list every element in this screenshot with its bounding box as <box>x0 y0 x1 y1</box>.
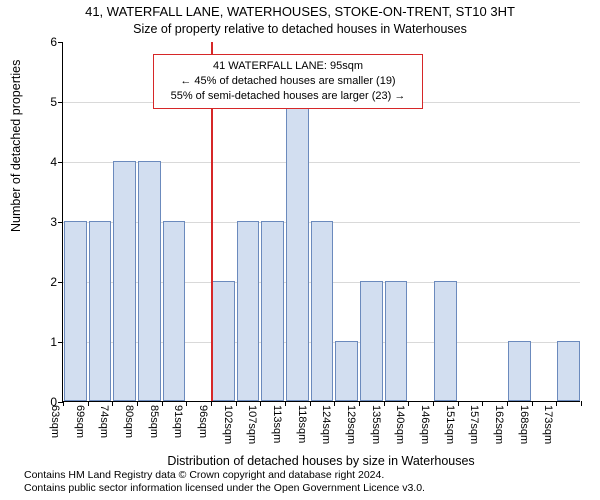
xtick-mark <box>581 401 582 406</box>
xtick-mark <box>408 401 409 406</box>
xtick-mark <box>433 401 434 406</box>
ytick-label: 2 <box>50 275 63 289</box>
xtick-label: 113sqm <box>271 405 283 443</box>
ytick-label: 4 <box>50 155 63 169</box>
xtick-mark <box>359 401 360 406</box>
xtick-mark <box>260 401 261 406</box>
bar <box>237 221 260 401</box>
info-line: 41 WATERFALL LANE: 95sqm <box>162 59 414 74</box>
bar <box>434 281 457 401</box>
xtick-label: 157sqm <box>468 405 480 444</box>
xtick-label: 146sqm <box>419 405 431 444</box>
xtick-label: 102sqm <box>222 405 234 444</box>
xtick-label: 168sqm <box>518 405 530 444</box>
footer-text: Contains HM Land Registry data © Crown c… <box>24 469 588 496</box>
info-box: 41 WATERFALL LANE: 95sqm← 45% of detache… <box>153 54 423 109</box>
xtick-label: 69sqm <box>74 405 86 438</box>
plot-area: 012345663sqm69sqm74sqm80sqm85sqm91sqm96s… <box>62 42 580 402</box>
xtick-mark <box>162 401 163 406</box>
bar <box>557 341 580 401</box>
xtick-mark <box>310 401 311 406</box>
xtick-mark <box>137 401 138 406</box>
bar <box>64 221 87 401</box>
bar <box>163 221 186 401</box>
xtick-mark <box>384 401 385 406</box>
xtick-label: 80sqm <box>123 405 135 438</box>
ytick-label: 3 <box>50 215 63 229</box>
bar <box>89 221 112 401</box>
xtick-mark <box>285 401 286 406</box>
chart-area: 012345663sqm69sqm74sqm80sqm85sqm91sqm96s… <box>62 42 580 402</box>
xtick-label: 162sqm <box>493 405 505 444</box>
xtick-label: 63sqm <box>49 405 61 438</box>
xtick-label: 135sqm <box>370 405 382 444</box>
bar <box>335 341 358 401</box>
xtick-mark <box>112 401 113 406</box>
ytick-label: 6 <box>50 35 63 49</box>
xtick-label: 140sqm <box>394 405 406 444</box>
xtick-mark <box>482 401 483 406</box>
bar <box>385 281 408 401</box>
xtick-label: 151sqm <box>444 405 456 444</box>
xtick-label: 85sqm <box>148 405 160 438</box>
info-line: ← 45% of detached houses are smaller (19… <box>162 74 414 89</box>
xtick-mark <box>507 401 508 406</box>
xtick-mark <box>63 401 64 406</box>
bar <box>360 281 383 401</box>
xtick-mark <box>211 401 212 406</box>
xtick-label: 74sqm <box>98 405 110 438</box>
xtick-label: 107sqm <box>246 405 258 444</box>
xtick-label: 173sqm <box>542 405 554 444</box>
chart-title: 41, WATERFALL LANE, WATERHOUSES, STOKE-O… <box>0 4 600 19</box>
xtick-mark <box>532 401 533 406</box>
bar <box>212 281 235 401</box>
xtick-mark <box>458 401 459 406</box>
xtick-mark <box>236 401 237 406</box>
bar <box>508 341 531 401</box>
xtick-mark <box>88 401 89 406</box>
xtick-label: 96sqm <box>197 405 209 438</box>
x-axis-label: Distribution of detached houses by size … <box>62 454 580 468</box>
xtick-label: 124sqm <box>320 405 332 444</box>
bar <box>113 161 136 401</box>
y-axis-label: Number of detached properties <box>9 212 23 232</box>
bar <box>311 221 334 401</box>
xtick-label: 118sqm <box>296 405 308 443</box>
chart-subtitle: Size of property relative to detached ho… <box>0 22 600 36</box>
info-line: 55% of semi-detached houses are larger (… <box>162 89 414 104</box>
bar <box>138 161 161 401</box>
xtick-mark <box>186 401 187 406</box>
xtick-mark <box>334 401 335 406</box>
xtick-mark <box>556 401 557 406</box>
footer-line-2: Contains public sector information licen… <box>24 482 588 496</box>
bar <box>261 221 284 401</box>
ytick-label: 5 <box>50 95 63 109</box>
xtick-label: 129sqm <box>345 405 357 444</box>
ytick-label: 1 <box>50 335 63 349</box>
bar <box>286 101 309 401</box>
footer-line-1: Contains HM Land Registry data © Crown c… <box>24 469 588 483</box>
xtick-label: 91sqm <box>172 405 184 438</box>
